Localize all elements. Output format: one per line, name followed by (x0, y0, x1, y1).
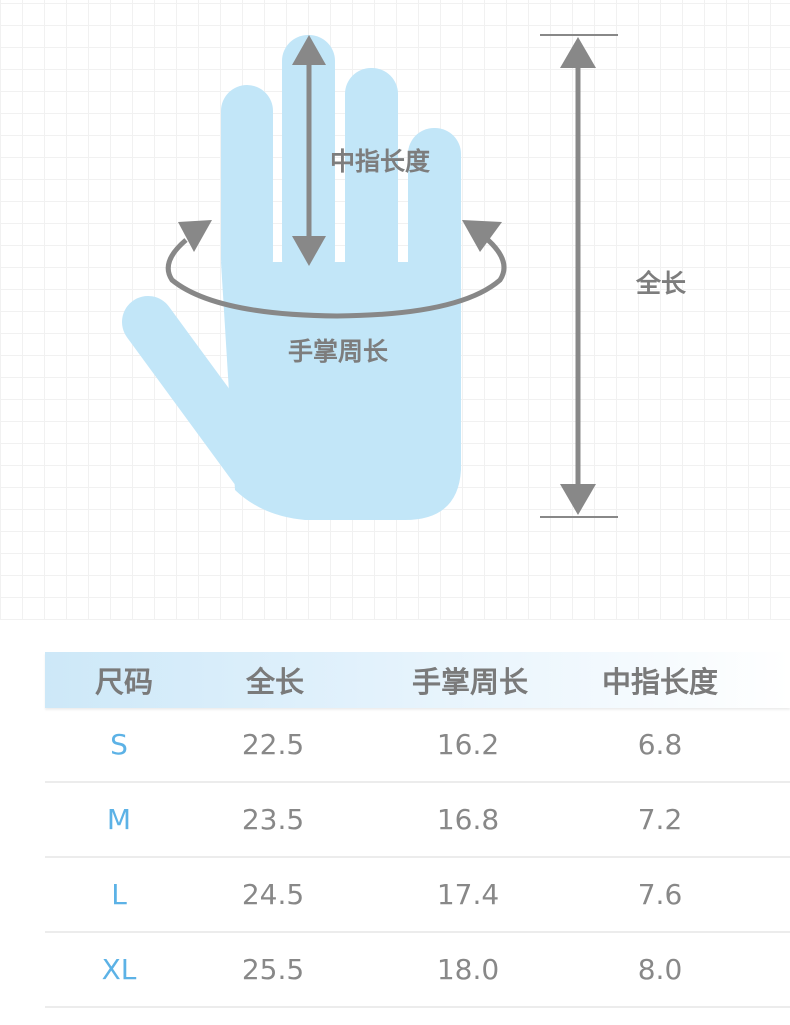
index-finger (221, 85, 273, 285)
palm-circumference-cell: 17.4 (436, 878, 500, 911)
header-palm-circumference: 手掌周长 (411, 665, 528, 699)
little-finger (408, 128, 461, 288)
header-size: 尺码 (94, 665, 153, 699)
palm-circumference-cell: 16.8 (436, 803, 500, 836)
hand-diagram (122, 34, 618, 520)
middle-finger-cell: 7.2 (637, 803, 683, 836)
palm (221, 262, 461, 520)
total-length-cell: 24.5 (241, 878, 305, 911)
table-header: 尺码 全长 手掌周长 中指长度 (45, 652, 790, 708)
ring-finger (345, 68, 398, 288)
palm-circumference-cell: 18.0 (436, 953, 500, 986)
total-length-arrow (540, 34, 618, 518)
middle-finger-arrow (292, 35, 326, 266)
middle-finger-length-label: 中指长度 (330, 147, 431, 176)
middle-finger-cell: 8.0 (637, 953, 683, 986)
total-length-cell: 22.5 (241, 728, 305, 761)
total-length-cell: 25.5 (241, 953, 305, 986)
table-row: M 23.5 16.8 7.2 (45, 783, 790, 858)
thumb (122, 296, 281, 494)
palm-circumference-label: 手掌周长 (288, 337, 389, 366)
header-middle-finger-length: 中指长度 (601, 665, 718, 699)
middle-finger-cell: 7.6 (637, 878, 683, 911)
size-cell: S (110, 728, 128, 761)
total-length-cell: 23.5 (241, 803, 305, 836)
hand-illustration (122, 35, 461, 520)
size-cell: L (111, 878, 127, 911)
middle-finger-cell: 6.8 (637, 728, 683, 761)
table-row: L 24.5 17.4 7.6 (45, 858, 790, 933)
size-table: 尺码 全长 手掌周长 中指长度 S 22.5 16.2 6.8 M 23.5 1… (45, 652, 790, 1008)
header-total-length: 全长 (245, 665, 304, 699)
size-cell: M (106, 803, 132, 836)
palm-circumference-arrow (165, 220, 507, 319)
table-row: XL 25.5 18.0 8.0 (45, 933, 790, 1008)
total-length-label: 全长 (636, 269, 687, 298)
palm-circumference-cell: 16.2 (436, 728, 500, 761)
table-row: S 22.5 16.2 6.8 (45, 708, 790, 783)
size-cell: XL (101, 953, 137, 986)
